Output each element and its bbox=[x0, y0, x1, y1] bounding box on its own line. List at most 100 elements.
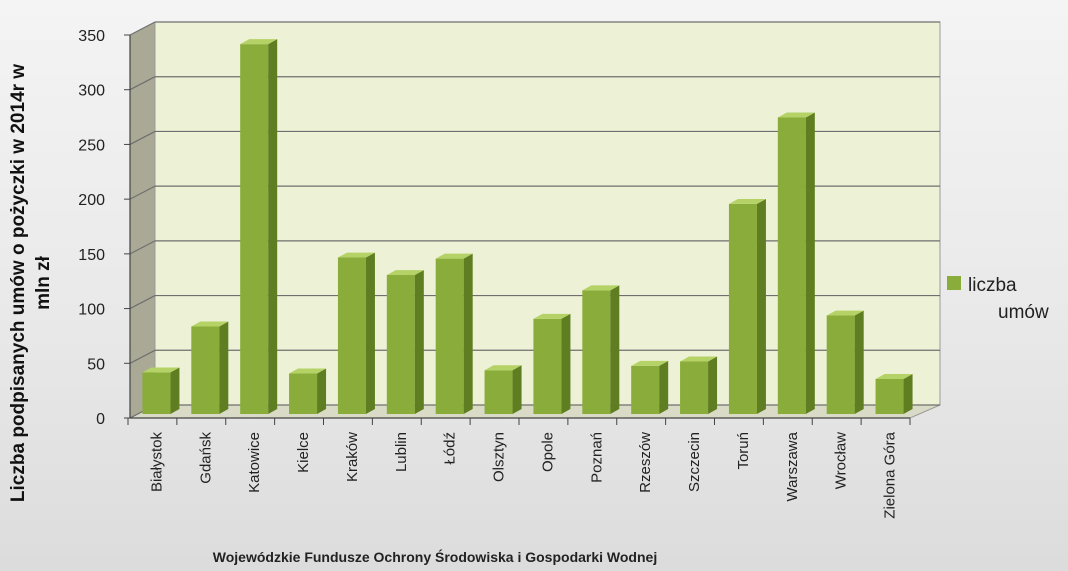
bar bbox=[142, 367, 180, 414]
bar bbox=[631, 360, 669, 414]
bar bbox=[289, 368, 327, 414]
bar bbox=[337, 252, 375, 414]
bar-side bbox=[414, 270, 424, 414]
bar-front bbox=[386, 275, 415, 414]
y-tick-label: 350 bbox=[78, 28, 105, 45]
bar-side bbox=[756, 198, 766, 414]
bar-top bbox=[289, 368, 327, 374]
bar-side bbox=[219, 321, 229, 414]
bar-top bbox=[484, 365, 522, 371]
bar-front bbox=[240, 44, 269, 414]
legend: liczba umów bbox=[947, 275, 1049, 323]
x-axis-label: Wojewódzkie Fundusze Ochrony Środowiska … bbox=[213, 548, 657, 565]
bar-front bbox=[191, 326, 220, 414]
legend-swatch bbox=[947, 276, 961, 290]
bar bbox=[191, 321, 229, 414]
bar-side bbox=[708, 356, 718, 414]
x-tick-label: Warszawa bbox=[784, 431, 801, 501]
bar-front bbox=[728, 203, 757, 414]
bar-side bbox=[610, 285, 620, 414]
bar-front bbox=[142, 372, 171, 414]
bar-side bbox=[805, 112, 815, 415]
x-tick-labels: Białystok Gdańsk Katowice Kielce Kraków Lubli… bbox=[148, 431, 898, 518]
bar-side bbox=[268, 39, 278, 414]
bar-top bbox=[582, 285, 620, 291]
bar-top bbox=[337, 252, 375, 258]
bar-side bbox=[170, 367, 180, 414]
x-tick-label: Poznań bbox=[588, 432, 605, 483]
bar-front bbox=[289, 373, 318, 414]
bar-top bbox=[875, 374, 913, 379]
y-tick-label: 300 bbox=[78, 83, 105, 100]
gridline-side bbox=[129, 185, 156, 200]
bar-front bbox=[875, 378, 904, 414]
bar-front bbox=[435, 258, 464, 414]
bar-top bbox=[533, 313, 571, 319]
bar-top bbox=[826, 310, 864, 316]
x-tick-label: Gdańsk bbox=[197, 432, 214, 484]
gridline-side bbox=[129, 130, 156, 145]
bar bbox=[826, 310, 864, 414]
bar-front bbox=[582, 290, 611, 414]
bar-front bbox=[777, 117, 806, 414]
bar-top bbox=[435, 253, 473, 259]
x-tick-label: Toruń bbox=[735, 432, 752, 470]
bar-side bbox=[512, 365, 522, 414]
bar-top bbox=[680, 356, 718, 362]
y-tick-label: 200 bbox=[78, 192, 105, 209]
bar bbox=[680, 356, 718, 414]
bar bbox=[582, 285, 620, 414]
side-wall bbox=[130, 22, 155, 418]
y-tick-label: 150 bbox=[78, 247, 105, 264]
bar bbox=[875, 374, 913, 414]
bar bbox=[728, 198, 766, 414]
bar bbox=[435, 253, 473, 414]
x-tick-label: Kielce bbox=[295, 432, 312, 473]
legend-label: liczba umów bbox=[968, 275, 1049, 323]
y-tick-label: 250 bbox=[78, 137, 105, 154]
bar-side bbox=[561, 313, 571, 414]
gridline-side bbox=[129, 76, 156, 91]
y-tick-label: 50 bbox=[87, 356, 105, 373]
x-tick-label: Katowice bbox=[246, 432, 263, 493]
bar bbox=[533, 313, 571, 414]
bar-front bbox=[680, 361, 709, 414]
bar-front bbox=[533, 318, 562, 414]
bar-side bbox=[903, 374, 913, 414]
bar-front bbox=[484, 370, 513, 414]
bar-top bbox=[386, 270, 424, 276]
bar-side bbox=[365, 252, 375, 414]
bar-top bbox=[240, 39, 278, 45]
gridline-side bbox=[129, 21, 156, 36]
bar-top bbox=[142, 367, 180, 373]
x-tick-label: Łódź bbox=[442, 432, 459, 465]
x-tick-label: Olsztyn bbox=[491, 432, 508, 482]
bar bbox=[484, 365, 522, 414]
bar-side bbox=[659, 360, 669, 414]
x-tick-label: Szczecin bbox=[686, 432, 703, 492]
axes bbox=[124, 34, 911, 425]
bar-front bbox=[337, 257, 366, 414]
bar bbox=[386, 270, 424, 414]
bar-top bbox=[191, 321, 229, 327]
x-tick-label: Rzeszów bbox=[637, 432, 654, 493]
bar bbox=[240, 39, 278, 414]
bar-side bbox=[854, 310, 864, 414]
gridline-side bbox=[129, 240, 156, 255]
bar-front bbox=[631, 365, 660, 414]
bar-front bbox=[826, 315, 855, 414]
gridline-side bbox=[129, 349, 156, 364]
y-tick-labels: 0 50 100 150 200 250 300 350 bbox=[78, 28, 105, 428]
bar-side bbox=[317, 368, 327, 414]
x-tick-label: Kraków bbox=[344, 432, 361, 482]
y-axis-label: Liczba podpisanych umów o pożyczki w 201… bbox=[8, 64, 54, 502]
bar-top bbox=[728, 198, 766, 204]
x-tick-label: Zielona Góra bbox=[882, 431, 899, 518]
bar-side bbox=[463, 253, 473, 414]
bar bbox=[777, 112, 815, 415]
x-tick-label: Wrocław bbox=[833, 432, 850, 489]
x-tick-label: Białystok bbox=[148, 432, 165, 493]
bar-top bbox=[777, 112, 815, 118]
bars bbox=[142, 39, 913, 415]
